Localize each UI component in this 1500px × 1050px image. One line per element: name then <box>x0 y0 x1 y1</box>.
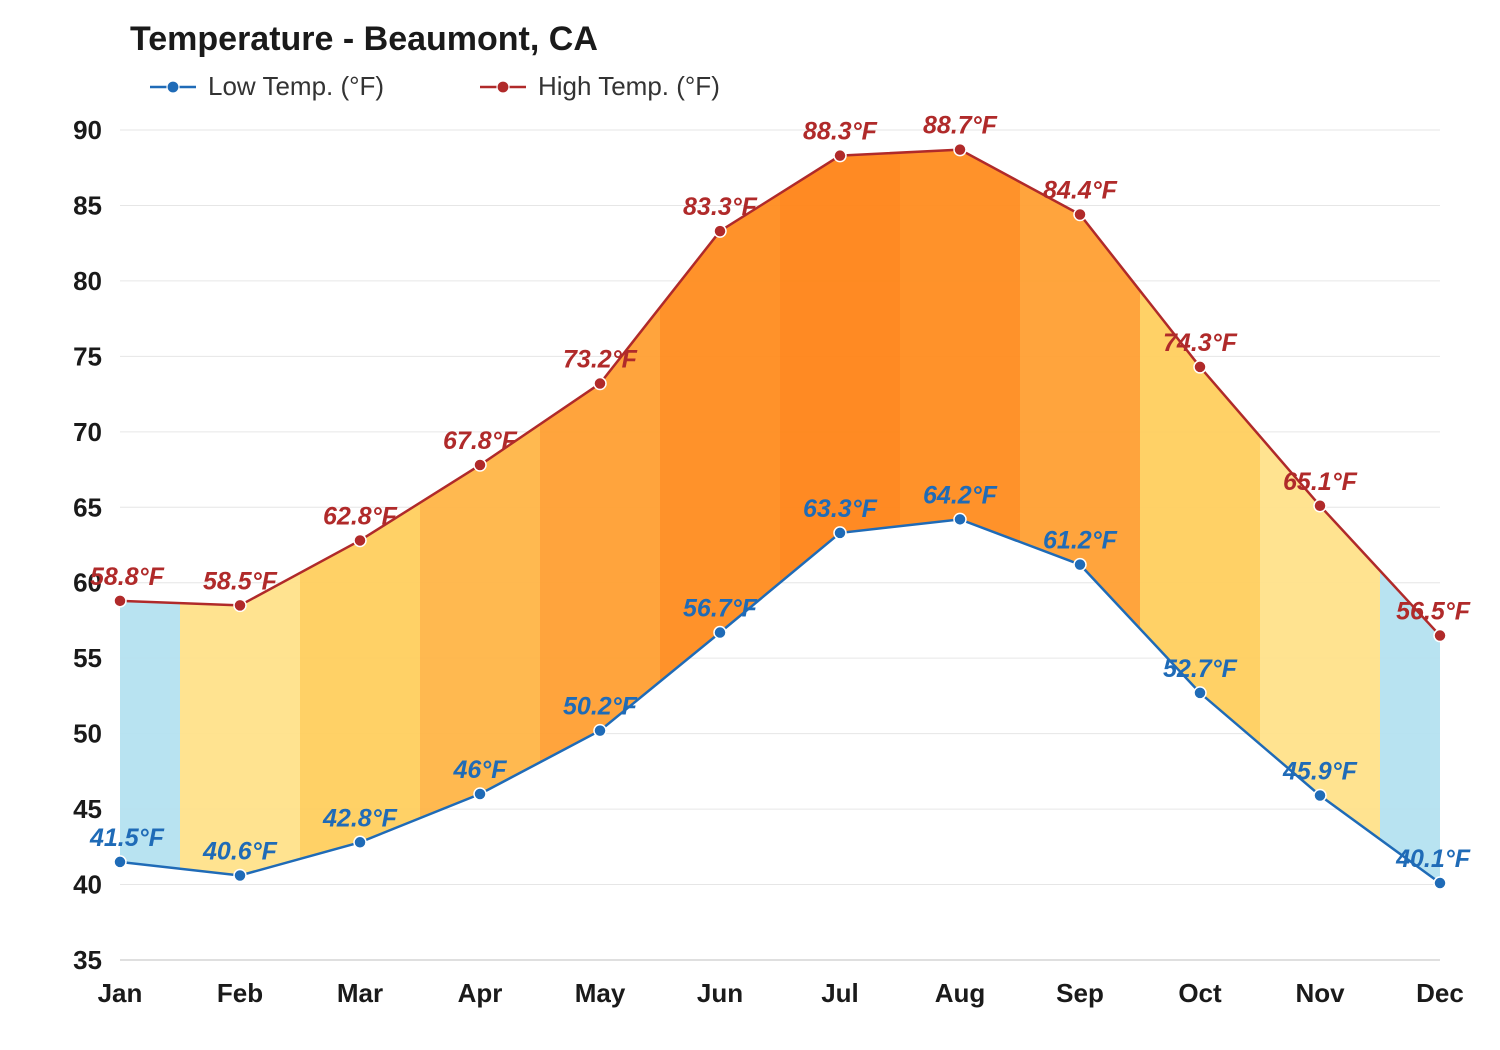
legend-label: High Temp. (°F) <box>538 71 720 101</box>
y-tick-label: 80 <box>73 266 102 296</box>
legend-marker <box>167 81 179 93</box>
series-marker <box>1194 361 1206 373</box>
data-label: 63.3°F <box>803 495 878 523</box>
series-marker <box>1194 687 1206 699</box>
x-tick-label: Nov <box>1295 978 1345 1008</box>
series-marker <box>114 595 126 607</box>
data-label: 88.3°F <box>803 118 878 146</box>
y-tick-label: 45 <box>73 794 102 824</box>
data-label: 40.6°F <box>202 837 278 865</box>
series-marker <box>1314 790 1326 802</box>
data-label: 83.3°F <box>683 193 758 221</box>
data-label: 62.8°F <box>323 502 398 530</box>
x-tick-label: Oct <box>1178 978 1222 1008</box>
data-label: 42.8°F <box>322 804 398 832</box>
series-marker <box>234 869 246 881</box>
legend-marker <box>497 81 509 93</box>
data-label: 58.5°F <box>203 567 278 595</box>
data-label: 64.2°F <box>923 481 998 509</box>
data-label: 58.8°F <box>90 563 165 591</box>
temperature-chart: 35404550556065707580859058.8°F58.5°F62.8… <box>0 0 1500 1050</box>
data-label: 50.2°F <box>563 693 638 721</box>
data-label: 52.7°F <box>1163 655 1238 683</box>
series-marker <box>474 459 486 471</box>
data-label: 84.4°F <box>1043 177 1118 205</box>
series-marker <box>834 150 846 162</box>
series-marker <box>714 225 726 237</box>
series-marker <box>714 627 726 639</box>
x-tick-label: Mar <box>337 978 383 1008</box>
legend-label: Low Temp. (°F) <box>208 71 384 101</box>
series-marker <box>1434 877 1446 889</box>
data-label: 56.7°F <box>683 595 758 623</box>
series-marker <box>954 513 966 525</box>
series-marker <box>834 527 846 539</box>
x-tick-label: Jul <box>821 978 859 1008</box>
series-marker <box>354 836 366 848</box>
data-label: 73.2°F <box>563 346 638 374</box>
x-tick-label: Dec <box>1416 978 1464 1008</box>
data-label: 67.8°F <box>443 427 518 455</box>
data-label: 61.2°F <box>1043 527 1118 555</box>
series-marker <box>1434 630 1446 642</box>
y-tick-label: 90 <box>73 115 102 145</box>
x-tick-label: Jan <box>98 978 143 1008</box>
y-tick-label: 55 <box>73 643 102 673</box>
series-marker <box>1074 209 1086 221</box>
x-tick-label: Sep <box>1056 978 1104 1008</box>
y-tick-label: 40 <box>73 870 102 900</box>
y-tick-label: 85 <box>73 190 102 220</box>
data-label: 45.9°F <box>1282 758 1358 786</box>
series-marker <box>594 725 606 737</box>
y-tick-label: 70 <box>73 417 102 447</box>
chart-title: Temperature - Beaumont, CA <box>130 20 598 58</box>
x-tick-label: May <box>575 978 626 1008</box>
series-marker <box>1314 500 1326 512</box>
series-marker <box>354 534 366 546</box>
y-tick-label: 50 <box>73 719 102 749</box>
series-marker <box>954 144 966 156</box>
y-tick-label: 65 <box>73 492 102 522</box>
series-marker <box>114 856 126 868</box>
y-tick-label: 75 <box>73 341 102 371</box>
temp-band <box>180 573 300 876</box>
x-tick-label: Feb <box>217 978 263 1008</box>
x-tick-label: Apr <box>458 978 503 1008</box>
data-label: 88.7°F <box>923 112 998 140</box>
y-tick-label: 35 <box>73 945 102 975</box>
data-label: 46°F <box>452 756 507 784</box>
x-tick-label: Jun <box>697 978 743 1008</box>
data-label: 40.1°F <box>1395 845 1471 873</box>
x-tick-label: Aug <box>935 978 986 1008</box>
data-label: 74.3°F <box>1163 329 1238 357</box>
series-marker <box>234 599 246 611</box>
data-label: 56.5°F <box>1396 598 1471 626</box>
data-label: 65.1°F <box>1283 468 1358 496</box>
data-label: 41.5°F <box>89 824 165 852</box>
series-marker <box>1074 559 1086 571</box>
series-marker <box>474 788 486 800</box>
series-marker <box>594 378 606 390</box>
